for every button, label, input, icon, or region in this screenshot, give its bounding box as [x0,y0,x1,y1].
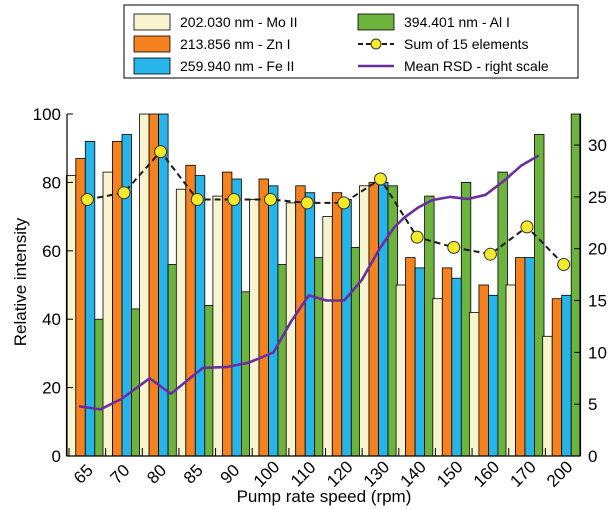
bar [542,335,553,457]
sum-marker [80,193,94,206]
y-tick-label: 40 [42,310,61,329]
y-axis-label: Relative intensity [11,217,30,346]
bars [65,113,582,457]
bar [295,185,306,457]
bar [185,164,196,457]
legend-marker [370,38,382,50]
lines [78,145,571,411]
legend-swatch [133,35,171,53]
y2-tick-label: 5 [588,395,597,414]
sum-marker [300,196,314,210]
legend-label: 259.940 nm - Fe II [180,58,294,74]
sum-marker [374,172,387,186]
x-tick-label: 200 [543,457,576,490]
bar [322,216,333,457]
bar [451,277,462,457]
bar [148,113,160,457]
sum-marker [557,258,571,271]
y-tick-label: 60 [42,242,61,261]
x-tick-label: 120 [323,457,356,490]
bar [551,298,563,457]
x-tick-label: 140 [396,457,429,490]
bar [341,199,352,457]
sum-marker [227,193,241,206]
x-tick-label: 85 [180,461,207,488]
legend-swatch [133,13,171,31]
y2-tick-label: 15 [588,292,607,311]
bar [331,192,343,457]
bar [378,181,389,457]
x-axis-label: Pump rate speed (rpm) [237,487,412,506]
bar [505,284,516,457]
bar [158,113,169,457]
legend-swatch [133,57,171,75]
legend-label: Sum of 15 elements [404,36,529,52]
bar [478,284,489,457]
sum-marker [154,145,168,159]
bar [249,199,260,457]
x-tick-label: 80 [143,461,170,488]
x-tick-label: 90 [217,461,244,488]
y2-tick-label: 10 [588,343,607,362]
bar [102,171,113,457]
bar [121,134,132,457]
sum-marker [117,186,131,200]
legend: 202.030 nm - Mo II 213.856 nm - Zn I 259.9… [123,4,579,79]
y-tick-label: 80 [42,173,61,192]
sum-marker [190,193,204,206]
bar [221,171,233,457]
x-tick-label: 130 [360,457,393,490]
bar [304,192,316,457]
y-tick-label: 20 [42,379,61,398]
sum-marker [264,193,277,206]
bar [561,294,572,457]
legend-label: 213.856 nm - Zn I [180,36,291,52]
x-tick-label: 100 [250,457,283,490]
sum-marker [447,240,461,254]
x-tick-label: 65 [70,461,97,488]
x-tick-label: 150 [433,457,466,490]
bar [441,267,453,457]
bar [65,175,77,457]
bar [231,178,242,457]
bar [487,294,499,457]
x-tick-label: 170 [506,457,539,490]
y2-tick-label: 30 [588,136,607,155]
bar [368,181,379,457]
y-tick-label: 0 [52,447,61,466]
sum-marker [410,230,424,244]
bar [432,298,443,457]
bar [268,185,279,457]
rsd-line [78,154,540,411]
bar [194,175,206,457]
legend-box [123,4,579,79]
sum-marker [483,247,497,261]
bar [414,267,426,457]
bar [395,284,407,457]
bar [515,257,526,457]
y2-tick-label: 25 [588,188,607,207]
legend-label: 394.401 nm - Al I [404,14,510,30]
legend-label: 202.030 nm - Mo II [180,14,298,30]
legend-swatch [357,13,395,31]
bar [405,257,416,457]
y2-tick-label: 0 [588,447,597,466]
x-tick-label: 110 [287,458,320,491]
bar [570,113,582,457]
y2-tick-label: 20 [588,240,607,259]
bar [212,195,223,457]
bar [468,311,480,457]
y-tick-label: 100 [33,105,61,124]
bar [175,188,187,457]
x-tick-label: 70 [107,461,134,488]
sum-marker [337,196,351,210]
bar [359,185,370,457]
bar [524,257,535,457]
sum-marker [520,220,534,234]
x-tick-label: 160 [470,457,503,490]
legend-label: Mean RSD - right scale [404,58,549,74]
bar [258,178,269,457]
